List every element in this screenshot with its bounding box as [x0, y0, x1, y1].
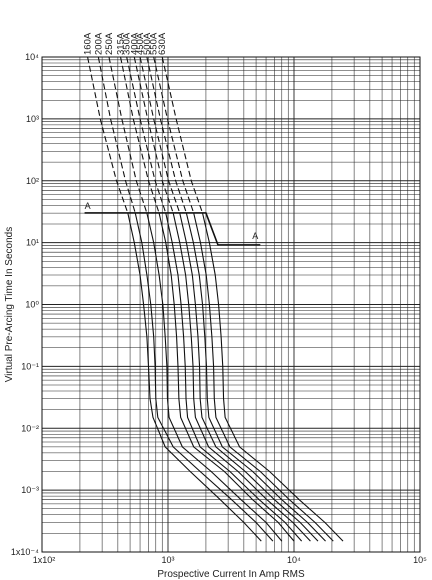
curve-200A-dashed	[97, 56, 136, 214]
annotation-a: A	[85, 201, 91, 211]
y-tick-label: 10⁻²	[21, 423, 39, 433]
y-tick-label: 10⁻¹	[21, 361, 39, 371]
y-tick-label: 1x10⁻⁴	[11, 547, 39, 557]
rating-label-250A: 250A	[104, 32, 115, 55]
y-axis-label: Virtual Pre-Arcing Time In Seconds	[4, 227, 15, 382]
annotations: AA	[85, 201, 259, 241]
curve-160A	[127, 212, 262, 542]
rating-label-550A: 550A	[149, 32, 160, 55]
y-tick-labels: 10⁴ 10³ 10² 10¹ 10⁰ 10⁻¹ 10⁻² 10⁻³ 1x10⁻⁴	[11, 52, 40, 557]
curve-450A-dashed	[139, 56, 181, 214]
rating-label-630A: 630A	[157, 32, 168, 55]
x-tick-label: 10⁵	[413, 555, 427, 565]
curve-315A-dashed	[119, 56, 160, 214]
y-tick-label: 10⁰	[25, 300, 39, 310]
rating-label-200A: 200A	[93, 32, 104, 55]
curve-500A	[185, 212, 326, 542]
curves	[87, 56, 344, 542]
curve-630A	[202, 212, 344, 542]
rating-label-500A: 500A	[142, 32, 153, 55]
curve-250A	[146, 212, 283, 542]
y-tick-label: 10⁻³	[21, 485, 39, 495]
rating-label-160A: 160A	[83, 32, 94, 55]
curve-250A-dashed	[108, 56, 148, 214]
y-tick-label: 10⁴	[25, 52, 39, 62]
x-tick-label: 10⁴	[287, 555, 301, 565]
curve-160A-dashed	[87, 56, 129, 214]
rating-label-400A: 400A	[129, 32, 140, 55]
curve-450A	[179, 212, 319, 542]
curve-350A-dashed	[126, 56, 167, 214]
curve-550A-dashed	[153, 56, 195, 214]
curve-500A-dashed	[146, 56, 187, 214]
curve-200A	[134, 212, 274, 542]
grid	[41, 57, 420, 553]
curve-630A-dashed	[161, 56, 204, 214]
rating-label-350A: 350A	[122, 32, 133, 55]
y-tick-label: 10²	[26, 176, 39, 186]
line-a	[84, 212, 261, 246]
rating-label-315A: 315A	[116, 32, 127, 55]
curve-400A-dashed	[133, 56, 174, 214]
curve-400A	[172, 212, 311, 542]
x-tick-labels: 1x10² 10³ 10⁴ 10⁵	[33, 555, 427, 565]
curve-550A	[193, 212, 334, 542]
line-a-a	[84, 212, 261, 246]
x-axis-label: Prospective Current In Amp RMS	[157, 569, 305, 580]
rating-label-450A: 450A	[135, 32, 146, 55]
plot-frame	[41, 56, 421, 553]
x-tick-label: 10³	[161, 555, 174, 565]
x-tick-label: 1x10²	[33, 555, 56, 565]
y-tick-label: 10³	[26, 114, 39, 124]
curve-315A	[158, 212, 295, 542]
curve-350A	[165, 212, 303, 542]
annotation-a: A	[252, 231, 258, 241]
y-tick-label: 10¹	[26, 238, 39, 248]
